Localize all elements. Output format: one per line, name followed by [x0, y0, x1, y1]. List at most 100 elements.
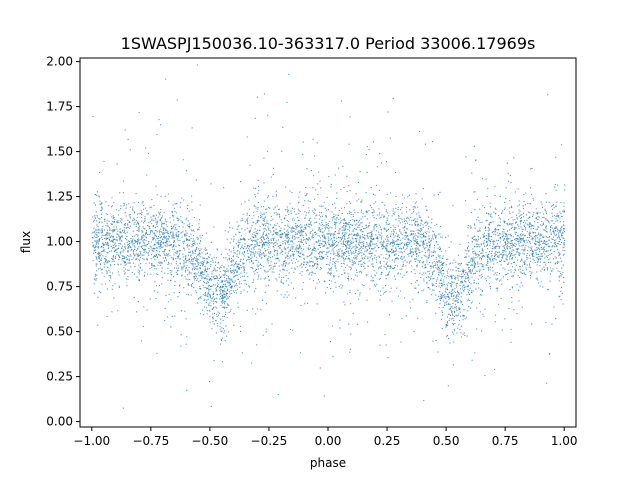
data-point: [371, 248, 373, 250]
data-point: [272, 246, 274, 248]
data-point: [210, 279, 212, 281]
data-point: [267, 242, 269, 244]
data-point: [466, 294, 468, 296]
data-point: [156, 194, 158, 196]
data-point: [187, 204, 189, 206]
data-point: [344, 266, 346, 268]
data-point: [536, 234, 538, 236]
data-point: [441, 328, 443, 330]
data-point: [395, 253, 397, 255]
data-point: [135, 220, 137, 222]
data-point: [439, 298, 441, 300]
data-point: [294, 262, 296, 264]
data-point: [451, 293, 453, 295]
data-point: [481, 249, 483, 251]
data-point: [387, 219, 389, 221]
data-point: [141, 254, 143, 256]
data-point: [301, 226, 303, 228]
data-point: [284, 209, 286, 211]
data-point: [204, 249, 206, 251]
data-point: [171, 211, 173, 213]
data-point: [157, 261, 159, 263]
data-point: [563, 209, 565, 211]
data-point: [232, 281, 234, 283]
data-point: [458, 313, 460, 315]
data-point: [431, 240, 433, 242]
data-point: [267, 284, 269, 286]
data-point: [261, 213, 263, 215]
data-point: [357, 253, 359, 255]
data-point: [499, 196, 501, 198]
data-point: [540, 248, 542, 250]
data-point: [188, 271, 190, 273]
data-point: [520, 239, 522, 241]
data-point: [542, 248, 544, 250]
data-point: [302, 253, 304, 255]
data-point: [558, 252, 560, 254]
data-point: [141, 212, 143, 214]
data-point: [226, 259, 228, 261]
data-point: [550, 249, 552, 251]
data-point: [397, 265, 399, 267]
data-point: [208, 288, 210, 290]
data-point: [384, 292, 386, 294]
data-point: [460, 325, 462, 327]
data-point: [146, 231, 148, 233]
data-point: [487, 233, 489, 235]
data-point: [428, 276, 430, 278]
data-point: [521, 228, 523, 230]
data-point: [562, 237, 564, 239]
data-point: [489, 222, 491, 224]
data-point: [200, 271, 202, 273]
data-point: [558, 254, 560, 256]
data-point: [258, 251, 260, 253]
data-point: [206, 262, 208, 264]
data-point: [484, 206, 486, 208]
data-point: [243, 279, 245, 281]
data-point: [110, 250, 112, 252]
data-point: [225, 248, 227, 250]
data-point: [492, 259, 494, 261]
data-point: [242, 275, 244, 277]
data-point: [292, 329, 294, 331]
data-point: [180, 216, 182, 218]
data-point: [537, 219, 539, 221]
data-point: [328, 268, 330, 270]
data-point: [311, 250, 313, 252]
data-point: [334, 281, 336, 283]
data-point: [550, 225, 552, 227]
data-point: [416, 229, 418, 231]
data-point: [464, 249, 466, 251]
data-point: [177, 235, 179, 237]
data-point: [267, 222, 269, 224]
data-point: [428, 231, 430, 233]
data-point: [426, 256, 428, 258]
data-point: [454, 322, 456, 324]
data-point: [338, 253, 340, 255]
data-point: [457, 263, 459, 265]
data-point: [439, 265, 441, 267]
data-point: [286, 220, 288, 222]
data-point: [210, 305, 212, 307]
data-point: [493, 244, 495, 246]
data-point: [464, 273, 466, 275]
data-point: [219, 271, 221, 273]
data-point: [102, 249, 104, 251]
data-point: [413, 219, 415, 221]
data-point: [162, 237, 164, 239]
data-point: [202, 263, 204, 265]
data-point: [159, 234, 161, 236]
data-point: [314, 217, 316, 219]
data-point: [318, 281, 320, 283]
data-point: [474, 352, 476, 354]
data-point: [439, 225, 441, 227]
data-point: [379, 217, 381, 219]
data-point: [499, 237, 501, 239]
data-point: [429, 251, 431, 253]
data-point: [315, 189, 317, 191]
data-point: [95, 257, 97, 259]
data-point: [236, 228, 238, 230]
data-point: [538, 226, 540, 228]
data-point: [485, 178, 487, 180]
data-point: [472, 290, 474, 292]
